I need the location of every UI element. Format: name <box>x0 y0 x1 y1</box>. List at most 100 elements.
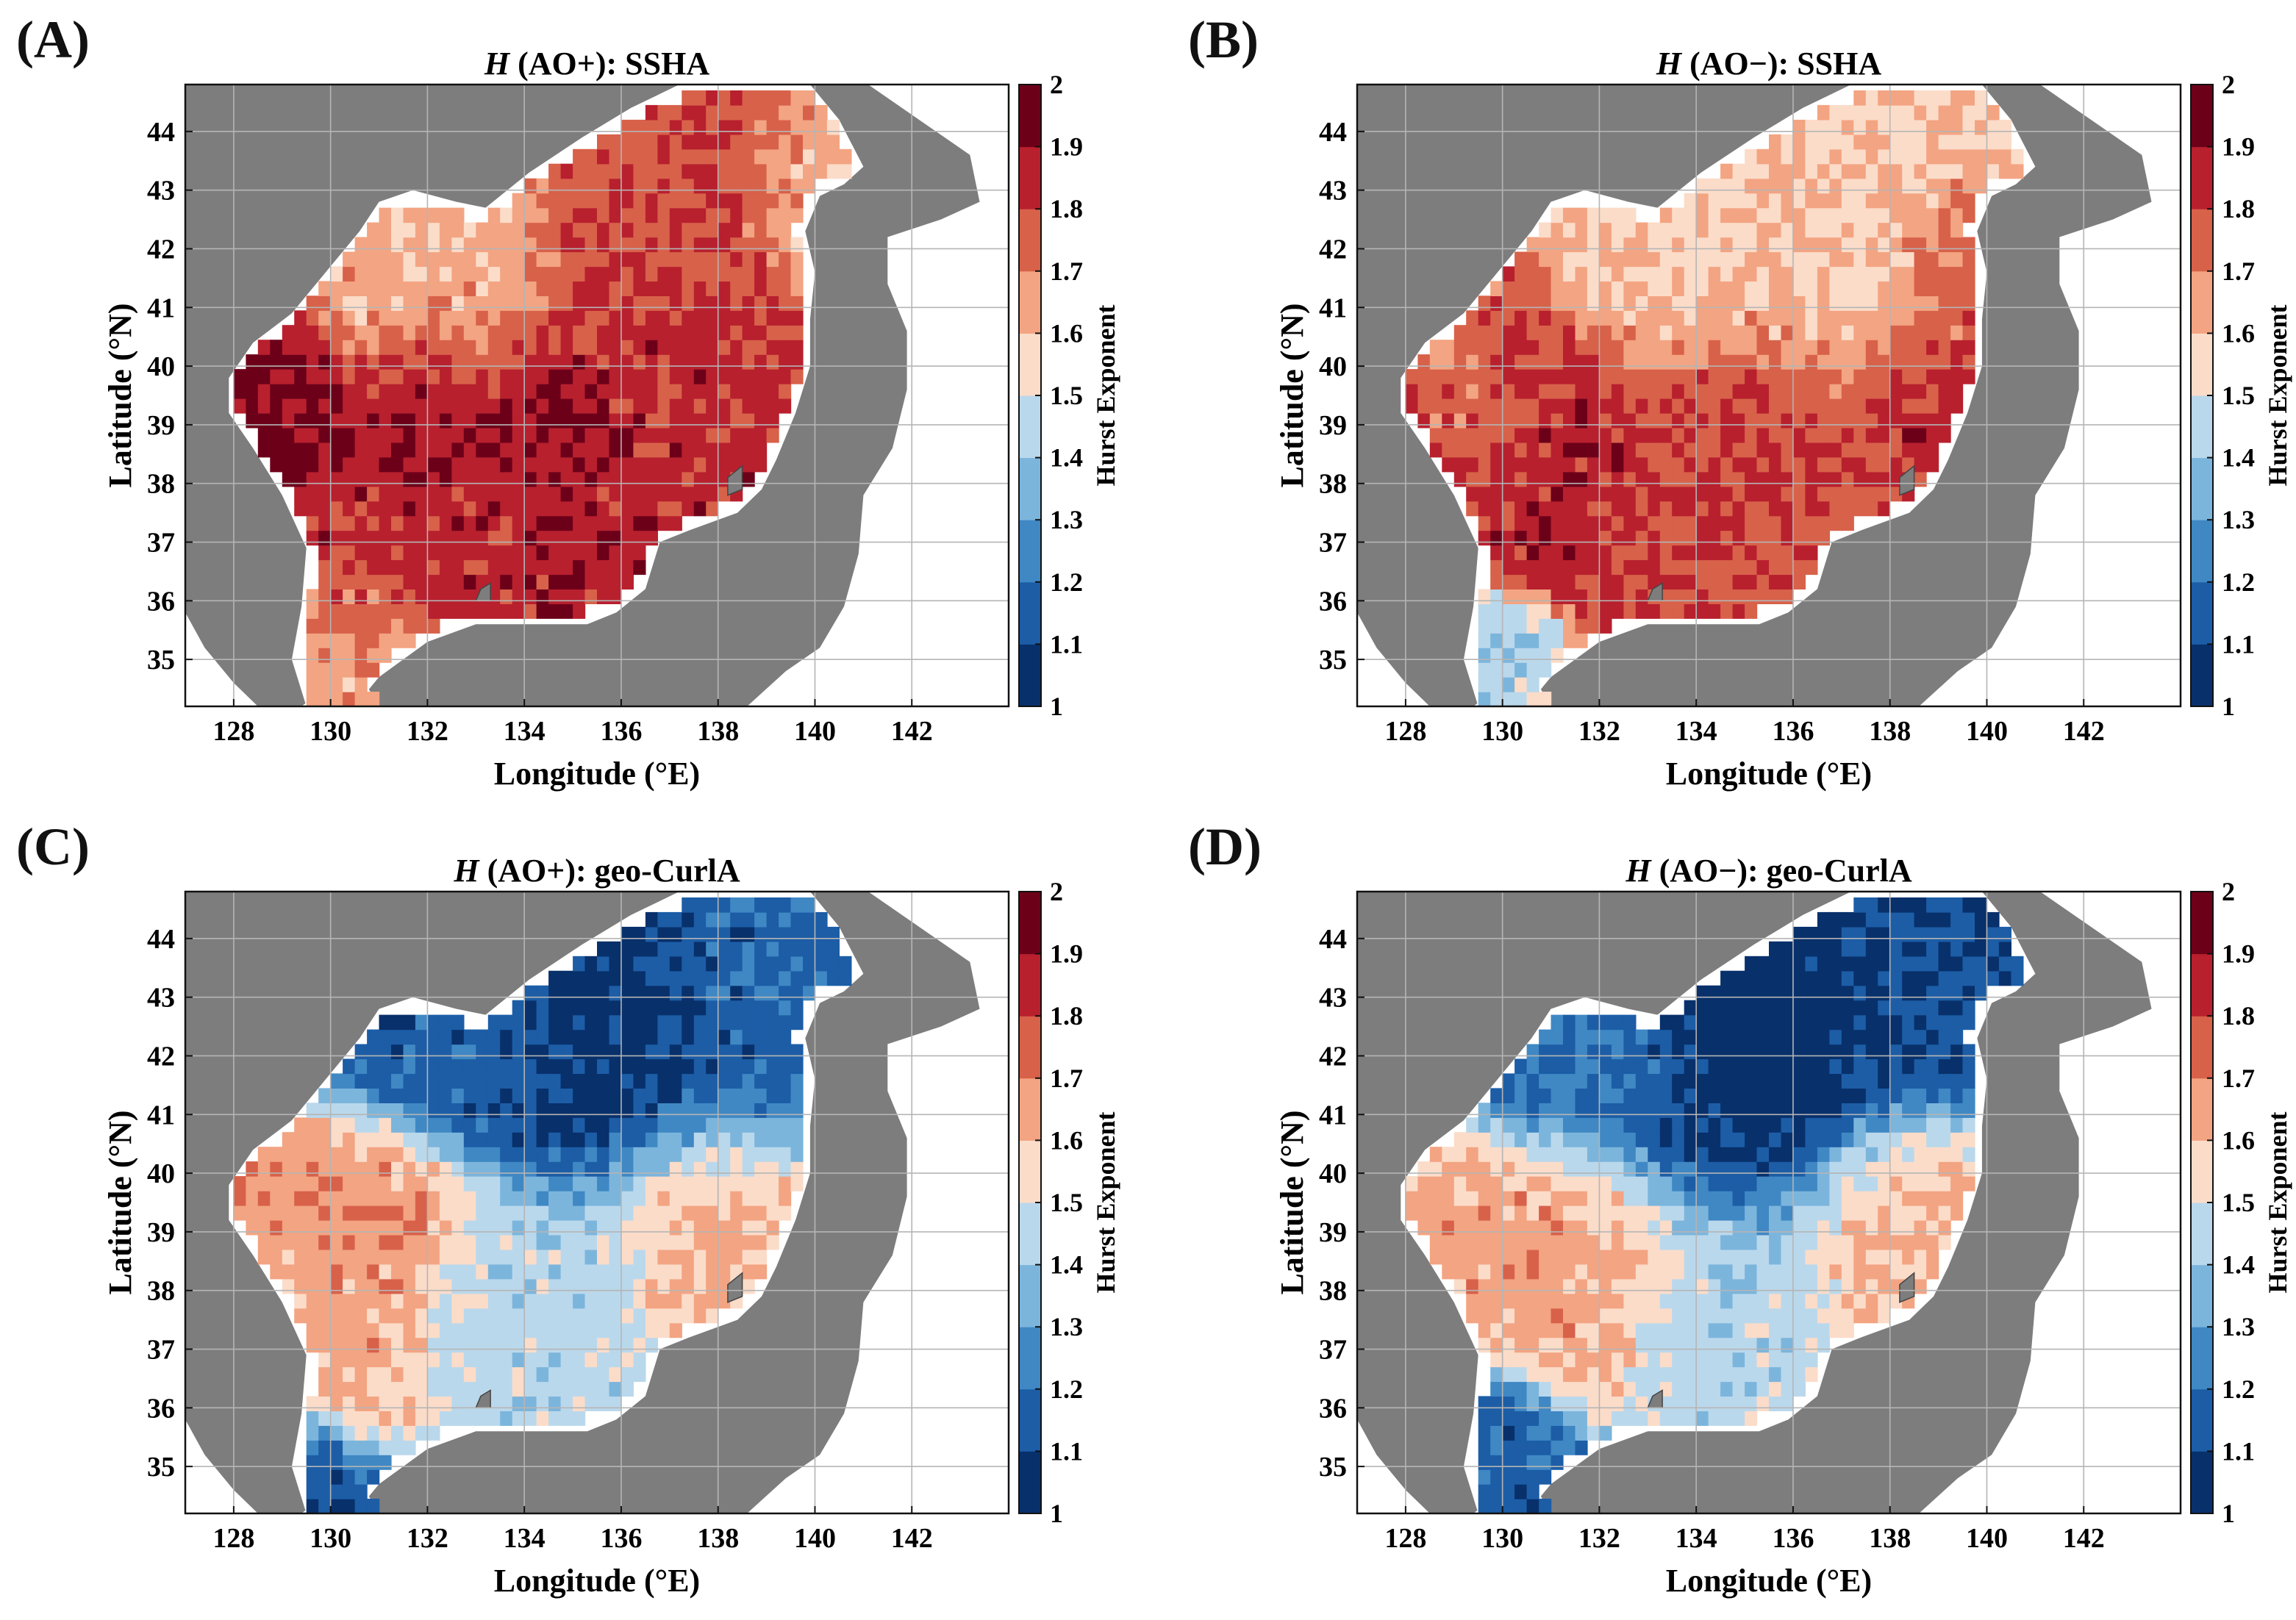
heatmap-cell <box>597 1147 610 1162</box>
heatmap-cell <box>669 178 682 194</box>
heatmap-cell <box>584 369 598 384</box>
heatmap-cell <box>1745 1073 1758 1089</box>
heatmap-cell <box>742 178 755 194</box>
heatmap-cell <box>633 501 646 517</box>
heatmap-cell <box>693 926 707 942</box>
heatmap-cell <box>1817 266 1830 282</box>
heatmap-cell <box>1732 266 1745 282</box>
heatmap-cell <box>536 486 549 502</box>
heatmap-cell <box>1442 1147 1455 1162</box>
heatmap-cell <box>621 1103 634 1118</box>
colorbar-tick-label: 2 <box>1050 70 1063 99</box>
heatmap-cell <box>1817 471 1830 487</box>
heatmap-cell <box>1466 1293 1479 1309</box>
heatmap-cell <box>1502 618 1515 634</box>
heatmap-cell <box>742 119 755 135</box>
heatmap-cell <box>730 384 743 399</box>
heatmap-cell <box>367 662 380 678</box>
heatmap-cell <box>1539 222 1552 238</box>
heatmap-cell <box>318 1308 332 1324</box>
heatmap-cell <box>439 574 452 589</box>
heatmap-cell <box>1502 427 1515 443</box>
heatmap-cell <box>1805 501 1818 517</box>
heatmap-cell <box>1878 237 1891 253</box>
heatmap-cell <box>403 1293 416 1309</box>
heatmap-cell <box>415 325 428 340</box>
heatmap-cell <box>693 1308 707 1324</box>
heatmap-cell <box>584 574 598 589</box>
heatmap-cell <box>1756 251 1770 268</box>
heatmap-cell <box>1805 1073 1818 1089</box>
heatmap-cell <box>1696 1029 1709 1045</box>
heatmap-cell <box>233 369 246 384</box>
x-tick-label: 130 <box>310 1523 351 1554</box>
heatmap-cell <box>560 310 573 326</box>
heatmap-cell <box>1817 148 1830 165</box>
heatmap-cell <box>439 1234 452 1250</box>
heatmap-cell <box>1575 1396 1588 1411</box>
heatmap-cell <box>1502 1293 1515 1309</box>
heatmap-cell <box>1805 310 1818 326</box>
heatmap-cell <box>657 266 670 282</box>
heatmap-cell <box>645 1161 658 1177</box>
heatmap-cell <box>1526 1117 1539 1133</box>
x-axis-label: Longitude (°E) <box>494 1563 700 1599</box>
heatmap-cell <box>621 970 634 986</box>
heatmap-cell <box>815 134 828 150</box>
heatmap-cell <box>1684 501 1697 517</box>
heatmap-cell <box>669 1058 682 1075</box>
heatmap-cell <box>306 398 319 414</box>
heatmap-cell <box>451 310 465 326</box>
heatmap-cell <box>318 427 332 443</box>
heatmap-cell <box>536 1088 549 1103</box>
colorbar-segment <box>1019 581 1041 645</box>
heatmap-cell <box>730 897 743 913</box>
heatmap-cell <box>1720 163 1734 179</box>
heatmap-cell <box>693 956 707 972</box>
heatmap-cell <box>718 456 731 473</box>
heatmap-cell <box>1672 515 1685 531</box>
heatmap-cell <box>330 559 343 576</box>
heatmap-cell <box>1611 1029 1624 1045</box>
x-tick-label: 138 <box>697 716 739 747</box>
heatmap-cell <box>1805 1058 1818 1075</box>
heatmap-cell <box>742 1117 755 1133</box>
heatmap-cell <box>1853 354 1867 370</box>
heatmap-cell <box>742 926 755 942</box>
heatmap-cell <box>1429 398 1442 414</box>
heatmap-cell <box>330 281 343 296</box>
heatmap-cell <box>427 545 440 561</box>
heatmap-cell <box>1756 1132 1770 1147</box>
x-tick-label: 136 <box>1772 716 1814 747</box>
heatmap-cell <box>742 325 755 340</box>
heatmap-cell <box>1817 119 1830 135</box>
heatmap-cell <box>633 1088 646 1103</box>
heatmap-cell <box>463 603 476 619</box>
heatmap-cell <box>1563 1337 1576 1353</box>
heatmap-cell <box>1902 369 1915 384</box>
heatmap-cell <box>1563 295 1576 311</box>
heatmap-cell <box>427 237 440 253</box>
heatmap-cell <box>779 1205 792 1221</box>
heatmap-cell <box>730 119 743 135</box>
heatmap-cell <box>597 1352 610 1368</box>
heatmap-cell <box>1745 412 1758 429</box>
heatmap-cell <box>1878 193 1891 209</box>
heatmap-cell <box>1526 648 1539 663</box>
heatmap-cell <box>1563 354 1576 370</box>
heatmap-cell <box>1551 1249 1564 1265</box>
heatmap-cell <box>1708 222 1721 238</box>
heatmap-cell <box>1563 340 1576 355</box>
heatmap-cell <box>669 134 682 150</box>
heatmap-cell <box>548 222 562 238</box>
heatmap-cell <box>1732 1044 1745 1060</box>
heatmap-cell <box>500 281 513 296</box>
heatmap-cell <box>597 1381 610 1397</box>
heatmap-cell <box>1889 442 1903 458</box>
heatmap-cell <box>1708 281 1721 296</box>
x-tick-label: 132 <box>407 1523 448 1554</box>
heatmap-cell <box>1829 471 1842 487</box>
heatmap-cell <box>1514 574 1528 589</box>
heatmap-cell <box>1490 1293 1503 1309</box>
heatmap-cell <box>548 1191 562 1206</box>
